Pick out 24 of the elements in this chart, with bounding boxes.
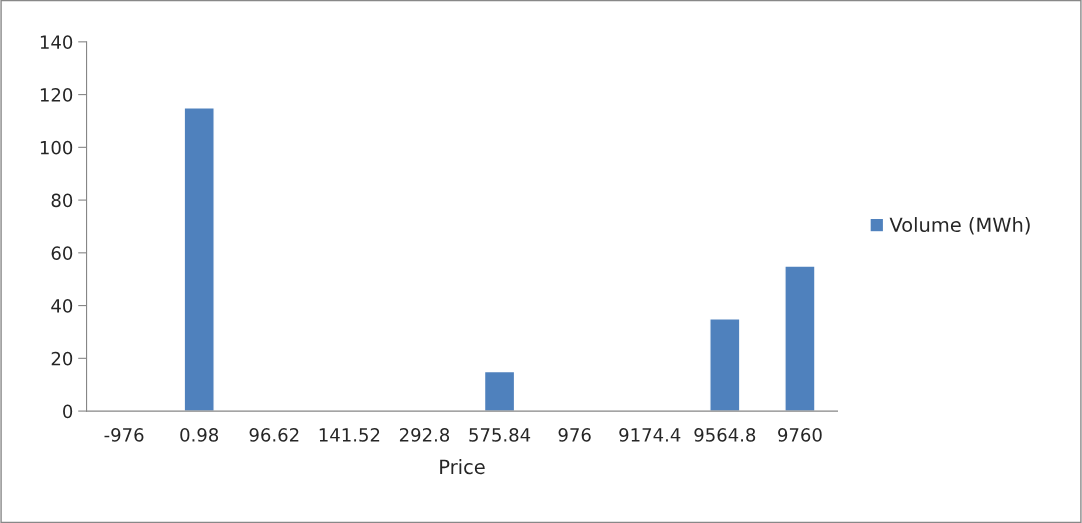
x-tick-label: 0.98	[180, 428, 219, 442]
legend-label: Volume (MWh)	[889, 217, 1030, 235]
x-tick-label: -976	[104, 428, 144, 442]
x-tick-label: 9564.8	[694, 428, 756, 442]
y-tick-label: 20	[51, 351, 73, 366]
y-tick-label: 60	[51, 246, 73, 260]
y-tick-label: 120	[40, 88, 73, 102]
y-tick-label: 80	[51, 193, 73, 208]
bar	[784, 265, 816, 412]
bar	[483, 370, 516, 412]
x-tick-label: 9174.4	[619, 428, 681, 442]
y-tick-label: 100	[40, 140, 73, 155]
y-tick-label: 0	[63, 404, 73, 419]
x-tick-label: 9760	[778, 428, 822, 442]
bar	[183, 107, 215, 412]
x-tick-label: 141.52	[319, 428, 380, 442]
x-tick-label: 292.8	[399, 428, 450, 442]
bar	[709, 318, 741, 412]
x-axis-title: Price	[440, 459, 485, 475]
x-tick-label: 976	[558, 428, 591, 442]
y-tick-label: 140	[40, 35, 73, 49]
x-tick-label: 96.62	[249, 428, 299, 442]
y-tick-label: 40	[51, 299, 73, 313]
x-tick-label: 575.84	[469, 428, 531, 442]
